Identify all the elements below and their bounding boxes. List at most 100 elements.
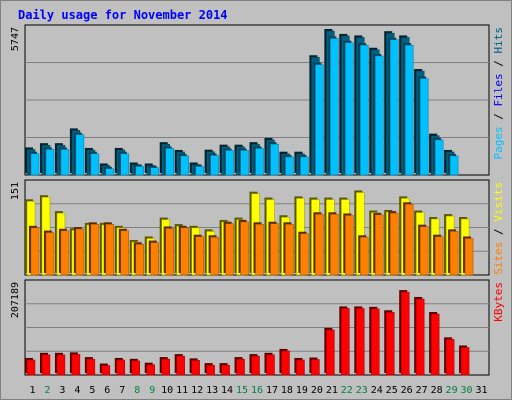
bar-files-8 <box>135 166 145 176</box>
bar-kbytes-22 <box>341 308 350 376</box>
bar-files-16 <box>255 148 264 176</box>
panel-1: 5747 Pages / Files / Hits <box>10 24 505 176</box>
bar-files-26 <box>404 44 414 176</box>
bar-kbytes-6 <box>101 365 111 376</box>
bar-sites-17 <box>270 223 279 276</box>
bar-kbytes-1 <box>26 359 36 376</box>
x-tick-label: 21 <box>326 385 338 396</box>
legend-item-kbytes: KBytes <box>492 282 505 322</box>
bar-kbytes-14 <box>221 364 230 376</box>
bar-sites-22 <box>345 215 354 276</box>
x-tick-label: 23 <box>356 385 368 396</box>
bar-kbytes-28 <box>430 313 440 376</box>
bar-sites-11 <box>180 227 189 276</box>
x-tick-label: 17 <box>266 385 278 396</box>
bar-files-17 <box>270 143 279 176</box>
bar-kbytes-25 <box>385 312 395 376</box>
bar-sites-12 <box>195 236 204 276</box>
legend-separator: / <box>492 222 505 242</box>
x-tick-label: 3 <box>59 385 65 396</box>
bar-files-14 <box>225 150 234 176</box>
x-tick-label: 26 <box>401 385 413 396</box>
bar-sites-13 <box>210 237 219 276</box>
legend-separator: / <box>492 54 505 74</box>
bar-files-15 <box>240 150 249 176</box>
bar-sites-8 <box>135 244 145 276</box>
legend-item-hits: Hits <box>492 27 505 54</box>
legend-item-sites: Sites <box>492 242 505 275</box>
bar-kbytes-16 <box>251 355 260 376</box>
bar-files-23 <box>360 44 369 176</box>
bar-files-29 <box>449 155 459 176</box>
bar-files-27 <box>419 78 429 176</box>
x-tick-label: 7 <box>119 385 125 396</box>
x-tick-label: 10 <box>161 385 173 396</box>
bar-files-20 <box>315 64 324 176</box>
bar-kbytes-30 <box>460 347 470 376</box>
bar-files-4 <box>75 134 85 176</box>
bar-sites-28 <box>434 236 444 276</box>
bar-sites-20 <box>315 214 324 276</box>
x-tick-label: 12 <box>191 385 203 396</box>
x-tick-label: 13 <box>206 385 218 396</box>
bar-kbytes-10 <box>161 358 170 376</box>
bar-kbytes-13 <box>206 364 215 376</box>
x-tick-label: 14 <box>221 385 233 396</box>
legend: Sites / Visits <box>492 182 505 275</box>
bar-sites-9 <box>150 242 159 276</box>
bar-files-9 <box>150 167 159 176</box>
bar-sites-1 <box>30 227 40 276</box>
bar-files-6 <box>105 168 115 176</box>
bar-files-11 <box>180 155 189 176</box>
bar-files-25 <box>389 39 399 176</box>
bar-kbytes-23 <box>356 308 365 376</box>
bar-sites-18 <box>285 224 294 276</box>
bar-kbytes-18 <box>281 350 290 376</box>
chart-title: Daily usage for November 2014 <box>18 8 228 22</box>
bar-kbytes-26 <box>400 291 410 376</box>
bar-sites-2 <box>45 232 55 276</box>
bar-kbytes-7 <box>116 359 126 376</box>
bar-sites-30 <box>464 238 474 276</box>
bar-kbytes-20 <box>311 359 320 376</box>
bar-sites-7 <box>120 230 130 276</box>
bar-sites-10 <box>165 228 174 276</box>
x-tick-label: 31 <box>475 385 487 396</box>
bar-files-24 <box>375 55 384 176</box>
bar-kbytes-5 <box>86 358 96 376</box>
panel-2: 151 Sites / Visits <box>10 179 505 276</box>
bar-sites-14 <box>225 223 234 276</box>
bar-files-10 <box>165 148 174 176</box>
bar-sites-4 <box>75 228 85 276</box>
bar-kbytes-9 <box>146 364 155 376</box>
bar-kbytes-19 <box>296 359 305 376</box>
x-tick-label: 4 <box>74 385 80 396</box>
x-tick-label: 22 <box>341 385 353 396</box>
y-tick-label: 5747 <box>10 27 21 51</box>
panel-3: 207189 KBytes <box>10 279 505 376</box>
x-tick-label: 25 <box>386 385 398 396</box>
x-axis-ticks: 1 2 3 4 5 6 7 8 9 10 11 12 13 14 15 16 17 18 19 20 21 22 23 24 2… <box>29 385 487 396</box>
bar-kbytes-4 <box>71 354 81 376</box>
bar-sites-29 <box>449 231 459 276</box>
bar-files-21 <box>330 38 339 176</box>
bar-sites-5 <box>90 224 100 276</box>
bar-kbytes-2 <box>41 354 51 376</box>
x-tick-label: 6 <box>104 385 110 396</box>
x-tick-label: 11 <box>176 385 188 396</box>
x-tick-label: 18 <box>281 385 293 396</box>
bar-sites-19 <box>300 233 309 276</box>
x-tick-label: 16 <box>251 385 263 396</box>
bar-files-5 <box>90 153 100 176</box>
bar-files-13 <box>210 155 219 176</box>
bar-files-1 <box>30 153 40 176</box>
bar-kbytes-29 <box>445 339 455 376</box>
bar-kbytes-15 <box>236 358 245 376</box>
bar-sites-16 <box>255 224 264 276</box>
y-tick-label: 151 <box>10 182 21 200</box>
bar-files-22 <box>345 42 354 176</box>
x-tick-label: 30 <box>461 385 473 396</box>
bar-kbytes-17 <box>266 354 275 376</box>
bar-sites-6 <box>105 224 115 276</box>
